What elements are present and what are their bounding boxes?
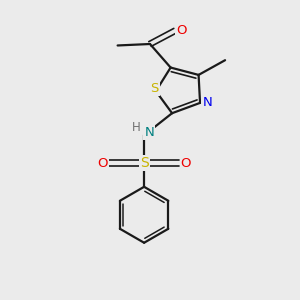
Text: S: S	[150, 82, 159, 95]
Text: O: O	[181, 157, 191, 170]
Text: O: O	[97, 157, 108, 170]
Text: O: O	[176, 24, 187, 37]
Text: N: N	[202, 96, 212, 110]
Text: S: S	[140, 156, 148, 170]
Text: N: N	[145, 126, 154, 139]
Text: H: H	[131, 122, 140, 134]
